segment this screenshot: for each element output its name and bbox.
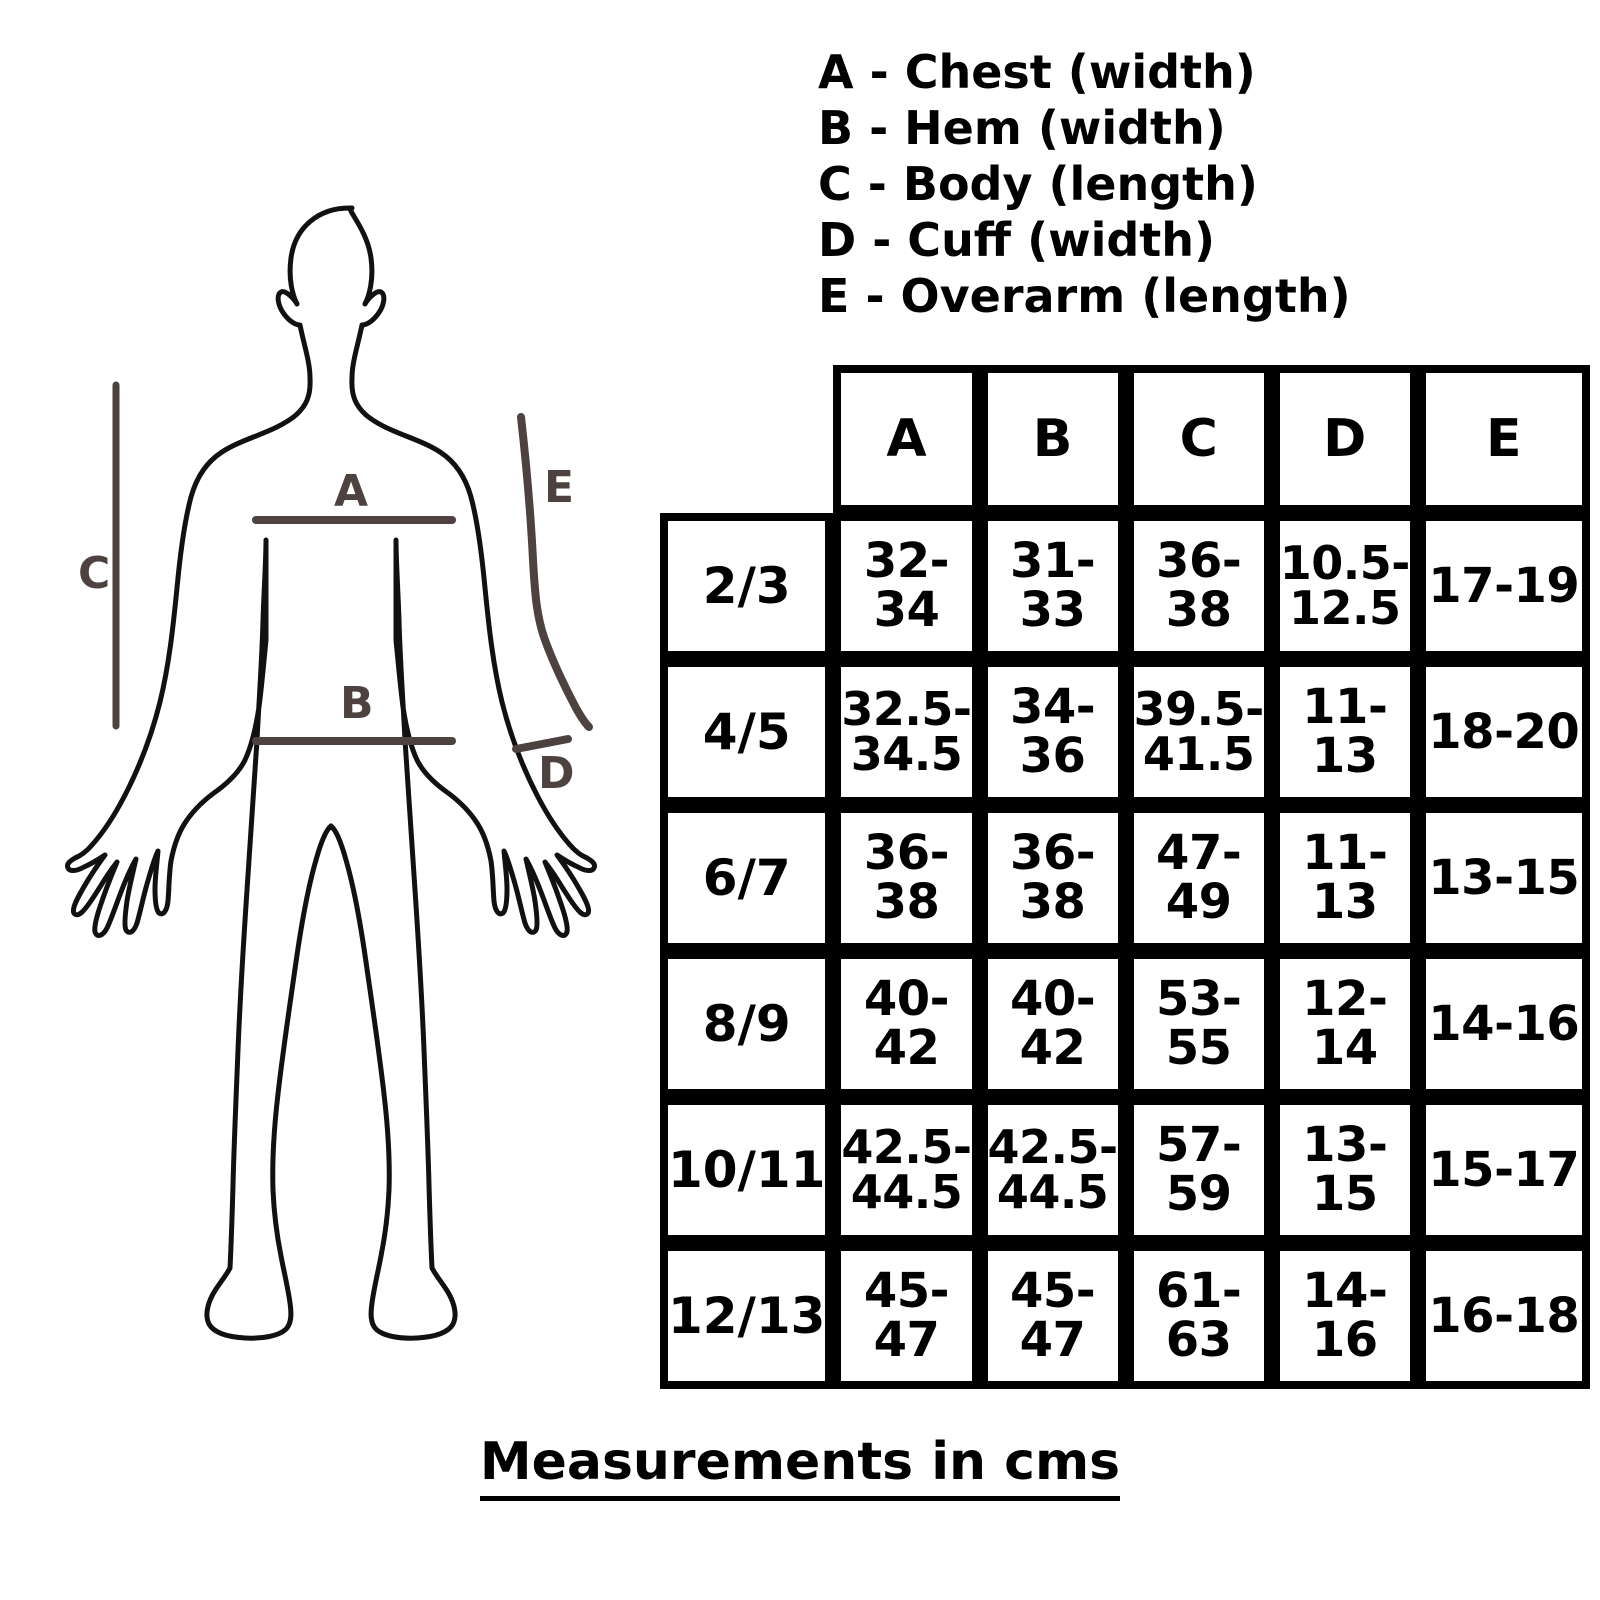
measurement-cell-d: 11-13 <box>1271 805 1418 951</box>
figure-label-a: A <box>334 466 369 517</box>
measurement-cell-b: 40-42 <box>979 951 1126 1097</box>
measurement-cell-b: 34-36 <box>979 659 1126 805</box>
measure-line-d <box>512 735 572 753</box>
table-row: 10/11 42.5- 44.5 42.5- 44.5 57-59 13-15 15-17 <box>660 1097 1590 1243</box>
measure-line-e <box>517 413 593 731</box>
measurement-cell-d: 14-16 <box>1271 1243 1418 1389</box>
size-cell: 10/11 <box>660 1097 834 1243</box>
caption-text: Measurements in cms <box>479 1432 1121 1501</box>
size-cell: 8/9 <box>660 951 834 1097</box>
measurement-cell-c: 36-38 <box>1125 513 1272 659</box>
measurement-cell-e: 13-15 <box>1417 805 1590 951</box>
legend-item-e: E - Overarm (length) <box>818 269 1351 323</box>
legend-item-d: D - Cuff (width) <box>818 213 1216 267</box>
column-header-a: A <box>833 365 980 513</box>
table-row: 12/13 45-47 45-47 61-63 14-16 16-18 <box>660 1243 1590 1389</box>
measurement-cell-c: 53-55 <box>1125 951 1272 1097</box>
table-row: 8/9 40-42 40-42 53-55 12-14 14-16 <box>660 951 1590 1097</box>
measurement-cell-b: 36-38 <box>979 805 1126 951</box>
human-silhouette-icon <box>65 205 597 1341</box>
measurement-cell-e: 14-16 <box>1417 951 1590 1097</box>
size-cell: 6/7 <box>660 805 834 951</box>
table-corner-cell <box>660 365 833 513</box>
measurement-cell-a: 32.5- 34.5 <box>833 659 980 805</box>
measurement-cell-c: 57-59 <box>1125 1097 1272 1243</box>
column-header-d: D <box>1271 365 1418 513</box>
measurement-cell-e: 18-20 <box>1417 659 1590 805</box>
table-row: 4/5 32.5- 34.5 34-36 39.5- 41.5 11-13 18-20 <box>660 659 1590 805</box>
measurement-cell-d: 12-14 <box>1271 951 1418 1097</box>
measurement-cell-c: 39.5- 41.5 <box>1125 659 1272 805</box>
table-header-row: A B C D E <box>660 365 1590 513</box>
legend-item-b: B - Hem (width) <box>818 101 1226 155</box>
size-cell: 4/5 <box>660 659 834 805</box>
figure-label-c: C <box>78 548 111 599</box>
table-row: 2/3 32-34 31-33 36-38 10.5- 12.5 17-19 <box>660 513 1590 659</box>
measurement-cell-a: 45-47 <box>833 1243 980 1389</box>
measurement-cell-a: 40-42 <box>833 951 980 1097</box>
measurement-cell-e: 16-18 <box>1417 1243 1590 1389</box>
column-header-e: E <box>1417 365 1590 513</box>
measurement-cell-e: 15-17 <box>1417 1097 1590 1243</box>
measurement-cell-c: 47-49 <box>1125 805 1272 951</box>
measurement-cell-d: 10.5- 12.5 <box>1271 513 1418 659</box>
legend-item-a: A - Chest (width) <box>818 45 1256 99</box>
figure-label-d: D <box>538 748 575 799</box>
column-header-c: C <box>1125 365 1272 513</box>
column-header-b: B <box>979 365 1126 513</box>
size-chart-table: A B C D E 2/3 32-34 31-33 36-38 10.5- 12.5 17-… <box>660 365 1590 1389</box>
figure-label-b: B <box>340 678 374 729</box>
measurement-cell-a: 36-38 <box>833 805 980 951</box>
measurement-guides <box>112 381 593 753</box>
measurement-cell-b: 45-47 <box>979 1243 1126 1389</box>
body-silhouette-svg <box>65 205 597 1341</box>
size-cell: 12/13 <box>660 1243 834 1389</box>
measurement-cell-d: 13-15 <box>1271 1097 1418 1243</box>
measurement-cell-c: 61-63 <box>1125 1243 1272 1389</box>
measurement-cell-e: 17-19 <box>1417 513 1590 659</box>
measurement-cell-b: 31-33 <box>979 513 1126 659</box>
measurement-legend: A - Chest (width) B - Hem (width) C - Bo… <box>818 44 1578 324</box>
measurement-cell-b: 42.5- 44.5 <box>979 1097 1126 1243</box>
measurement-cell-a: 42.5- 44.5 <box>833 1097 980 1243</box>
size-cell: 2/3 <box>660 513 834 659</box>
figure-label-e: E <box>544 462 575 513</box>
caption-container: Measurements in cms <box>0 1432 1600 1501</box>
measurement-cell-d: 11-13 <box>1271 659 1418 805</box>
legend-item-c: C - Body (length) <box>818 157 1258 211</box>
body-figure-panel: A B C D E <box>0 0 660 1600</box>
table-row: 6/7 36-38 36-38 47-49 11-13 13-15 <box>660 805 1590 951</box>
measurement-cell-a: 32-34 <box>833 513 980 659</box>
table-body: 2/3 32-34 31-33 36-38 10.5- 12.5 17-19 4/5 32.5-… <box>660 513 1590 1389</box>
